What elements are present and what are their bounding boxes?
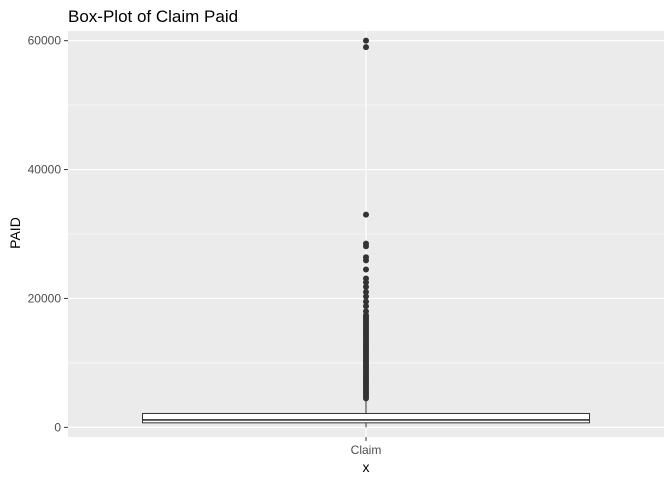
x-tick-label: Claim [351,443,382,457]
box-iqr [142,412,590,424]
x-axis-title: x [363,459,370,475]
outlier-point [363,211,369,218]
y-tick-label: 40000 [28,163,62,177]
outlier-point [363,293,369,300]
y-tick-label: 60000 [28,34,62,48]
outlier-point [363,283,369,290]
chart-title: Box-Plot of Claim Paid [68,7,238,26]
box-plot [142,399,590,428]
outlier-point [363,44,369,51]
y-axis-title: PAID [7,217,23,249]
outlier-point [363,240,369,247]
outlier-point [363,266,369,273]
outlier-point [363,308,369,315]
outlier-point [363,254,369,261]
outlier-point [363,289,369,295]
axes: 0 20000 40000 60000 Claim [28,34,382,457]
outlier-point [363,303,369,310]
outlier-point [363,298,369,305]
y-tick-label: 20000 [28,291,62,305]
outlier-points [363,37,369,402]
outlier-point [363,37,369,44]
outlier-point [363,275,369,282]
y-tick-label: 0 [54,420,61,434]
